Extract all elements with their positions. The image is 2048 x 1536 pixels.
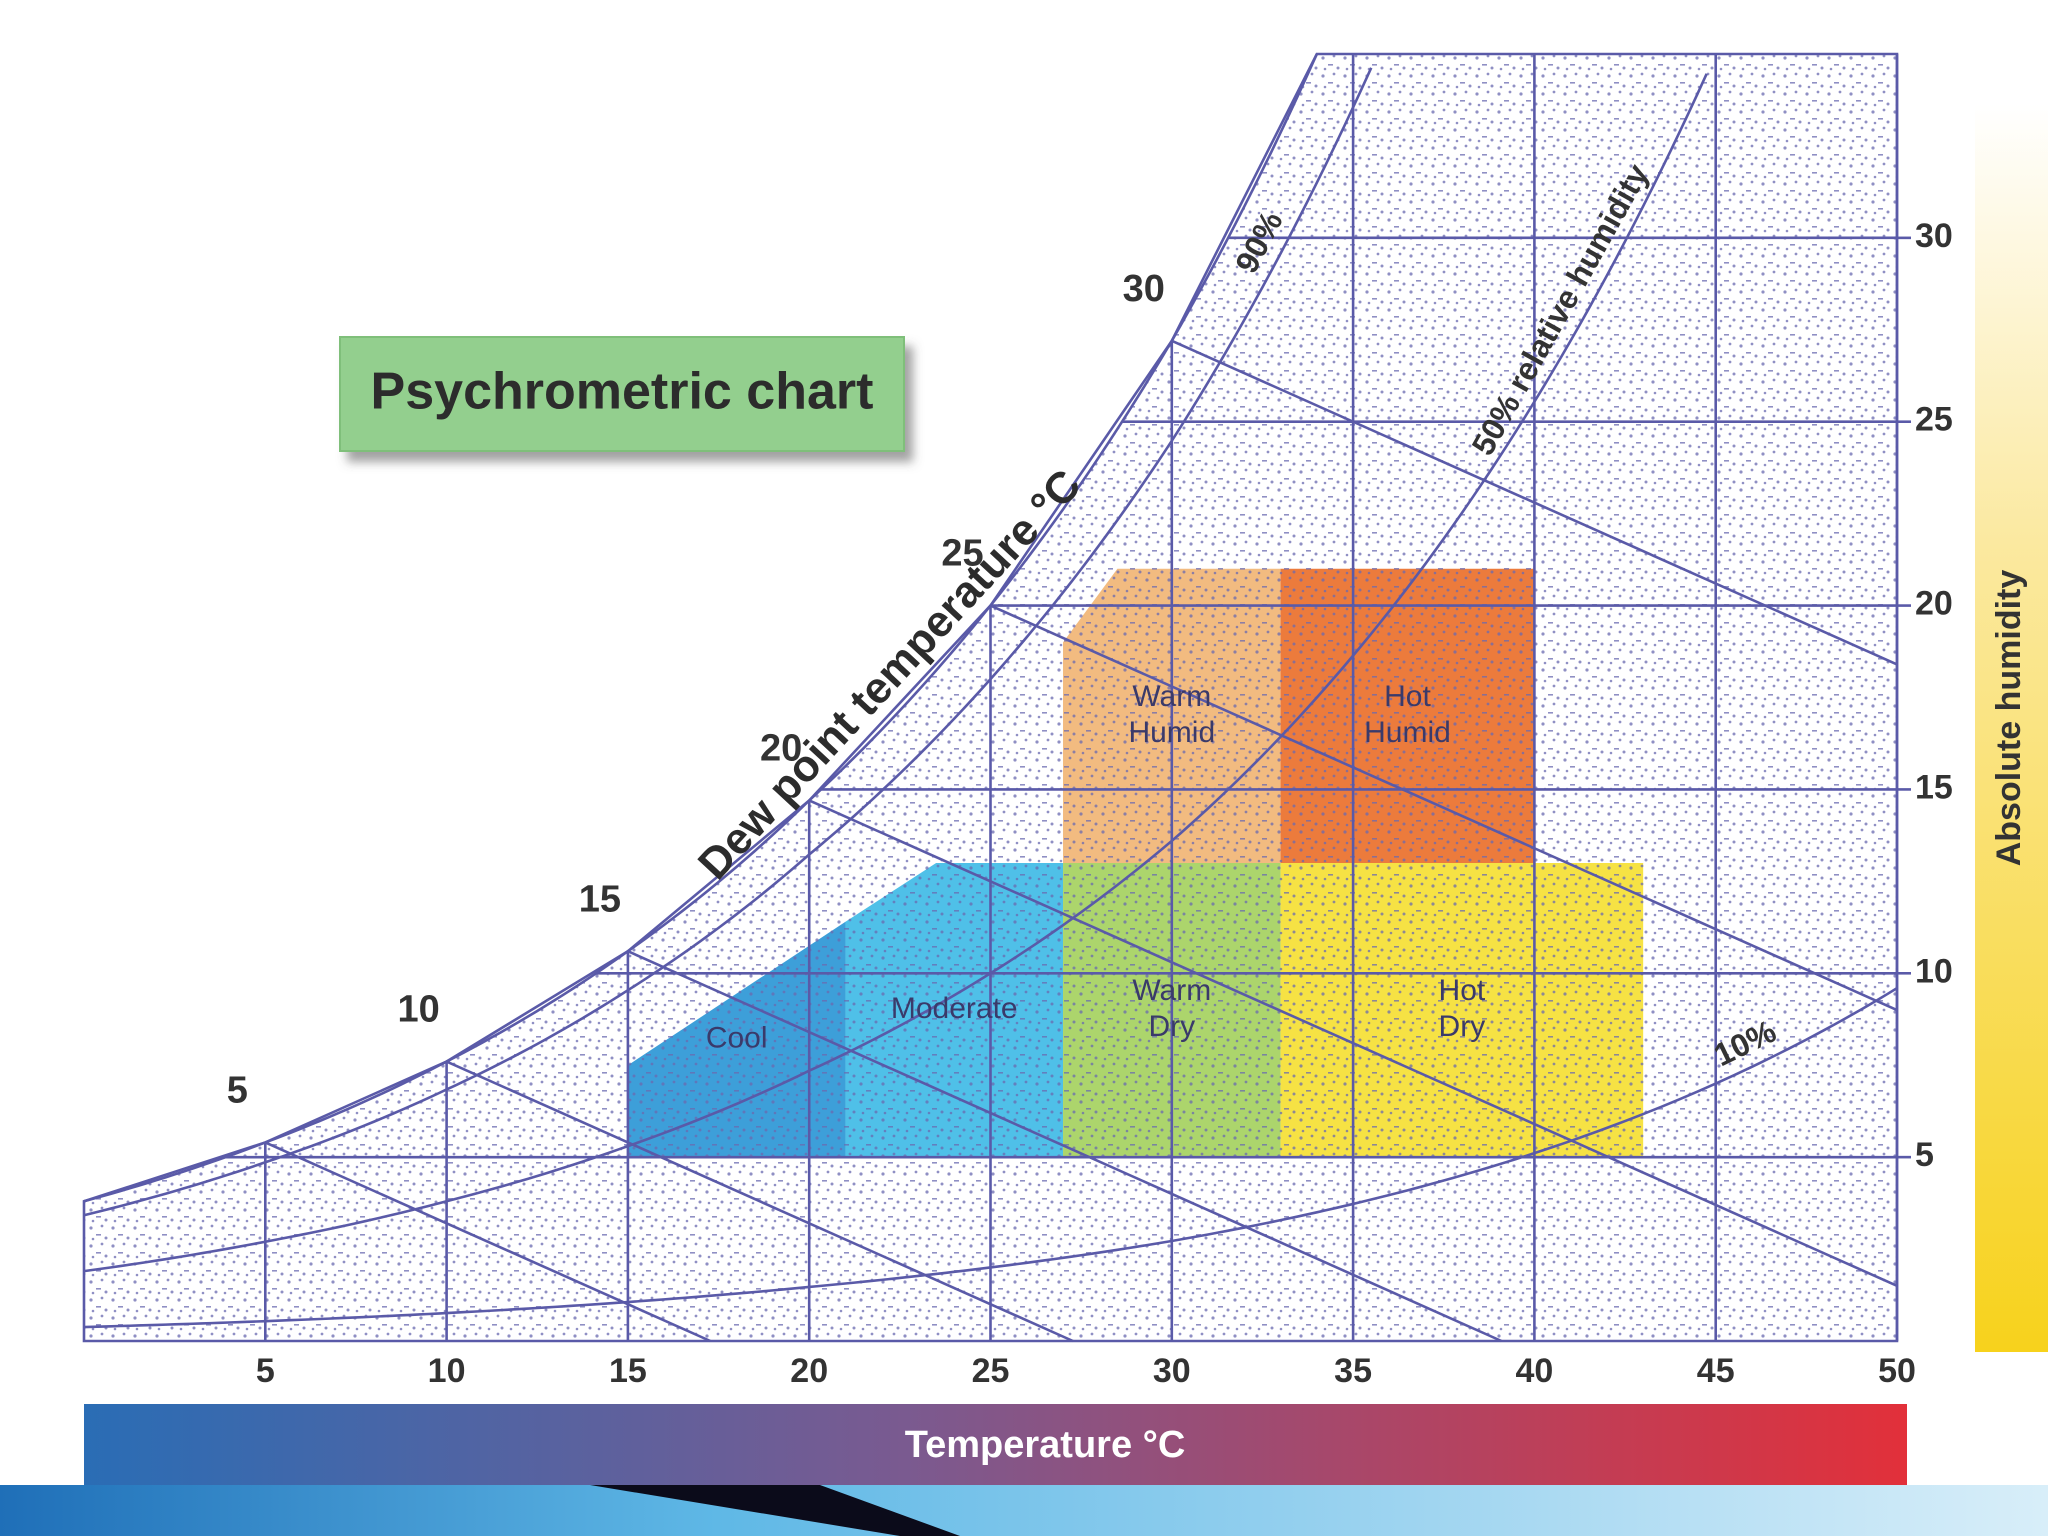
rh-curve — [83, 73, 1708, 1273]
x-tick-label: 5 — [256, 1352, 275, 1390]
rh-curve — [83, 987, 1898, 1329]
y-tick-label: 20 — [1915, 585, 1953, 623]
y-tick-label: 15 — [1915, 768, 1953, 806]
y-tick-label: 25 — [1915, 401, 1953, 439]
x-tick-label: 25 — [972, 1352, 1010, 1390]
x-tick-label: 40 — [1515, 1352, 1553, 1390]
zone-label: Dry — [1439, 1010, 1486, 1043]
zone-label: Hot — [1439, 974, 1486, 1007]
x-tick-label: 50 — [1878, 1352, 1916, 1390]
slide-wedge — [590, 1485, 960, 1536]
wet-bulb-line — [627, 950, 1502, 1343]
dew-point-label: 20 — [760, 727, 802, 769]
dew-point-label: 5 — [227, 1069, 248, 1111]
chart-title: Psychrometric chart — [371, 363, 874, 421]
wet-bulb-line — [264, 1141, 711, 1343]
zone-label: Humid — [1128, 716, 1215, 749]
temperature-bar — [84, 1404, 1907, 1485]
zone-label: Cool — [706, 1021, 768, 1054]
rh-curve — [83, 67, 1373, 1217]
zone-label: Warm — [1132, 974, 1211, 1007]
dew-point-label: 10 — [397, 989, 439, 1031]
x-tick-label: 15 — [609, 1352, 647, 1390]
zone-label: Warm — [1132, 680, 1211, 713]
x-tick-label: 10 — [428, 1352, 466, 1390]
zone-label: Dry — [1148, 1010, 1195, 1043]
y-tick-label: 30 — [1915, 217, 1953, 255]
dew-point-label: 30 — [1123, 268, 1165, 310]
wet-bulb-line — [989, 604, 1898, 1012]
title-background — [339, 336, 905, 452]
y-tick-label: 5 — [1915, 1136, 1934, 1174]
x-axis-label: Temperature °C — [905, 1424, 1186, 1466]
x-tick-label: 45 — [1697, 1352, 1735, 1390]
dew-point-label: 15 — [579, 878, 621, 920]
zone-label: Moderate — [891, 992, 1018, 1025]
saturation-curve — [83, 53, 1319, 1203]
y-tick-label: 10 — [1915, 952, 1953, 990]
zone-label: Humid — [1364, 716, 1451, 749]
title-box — [339, 336, 905, 452]
grid-layer — [82, 52, 1911, 1343]
dew-point-label: 25 — [941, 533, 983, 575]
y-axis-label: Absolute humidity — [1990, 570, 2028, 867]
x-tick-label: 20 — [790, 1352, 828, 1390]
slide-decoration — [0, 1485, 2048, 1536]
humidity-bar — [1975, 104, 2048, 1352]
x-tick-label: 30 — [1153, 1352, 1191, 1390]
zone-label: Hot — [1384, 680, 1431, 713]
x-tick-label: 35 — [1334, 1352, 1372, 1390]
wet-bulb-line — [446, 1060, 1074, 1343]
